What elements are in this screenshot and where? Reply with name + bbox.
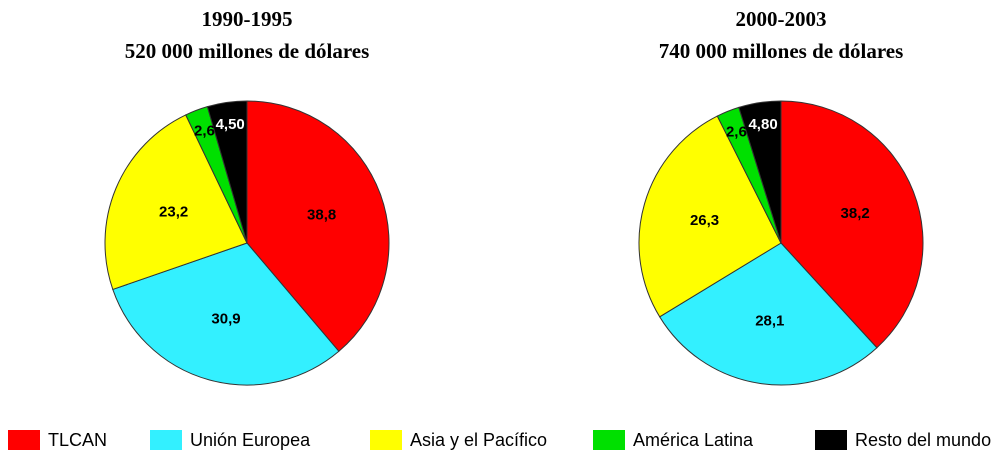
legend-swatch <box>815 430 847 450</box>
chart-subtitle: 520 000 millones de dólares <box>125 39 370 63</box>
legend-swatch <box>593 430 625 450</box>
pie-slice <box>112 242 340 386</box>
legend-swatch <box>370 430 402 450</box>
legend-swatch <box>150 430 182 450</box>
legend-label: América Latina <box>633 430 754 450</box>
data-label: 2,6 <box>726 123 747 140</box>
data-label: 26,3 <box>690 212 719 229</box>
data-label: 30,9 <box>211 311 240 328</box>
data-label: 4,80 <box>748 116 777 133</box>
pie-slice <box>780 100 924 349</box>
pie-slice <box>638 115 782 318</box>
legend-label: TLCAN <box>48 430 107 450</box>
legend-label: Asia y el Pacífico <box>410 430 547 450</box>
pie-slice <box>104 114 248 291</box>
data-label: 23,2 <box>159 203 188 220</box>
pie-slice <box>246 100 390 352</box>
legend-label: Resto del mundo <box>855 430 991 450</box>
chart-title: 1990-1995 <box>202 7 293 31</box>
data-label: 38,8 <box>307 207 336 224</box>
data-label: 4,50 <box>216 116 245 133</box>
pie-slice <box>206 100 248 244</box>
pie-slice <box>738 100 782 244</box>
legend-swatch <box>8 430 40 450</box>
data-label: 28,1 <box>755 313 784 330</box>
data-label: 2,6 <box>194 123 215 140</box>
chart-title: 2000-2003 <box>736 7 827 31</box>
data-label: 38,2 <box>841 205 870 222</box>
pie-slice <box>659 242 878 386</box>
legend-label: Unión Europea <box>190 430 311 450</box>
chart-subtitle: 740 000 millones de dólares <box>659 39 904 63</box>
